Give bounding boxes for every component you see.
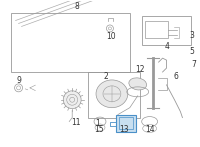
Circle shape [63, 91, 81, 109]
Text: 5: 5 [189, 47, 194, 56]
Bar [116, 115, 136, 132]
Text: 3: 3 [189, 31, 194, 40]
Ellipse shape [129, 78, 147, 90]
Text: 8: 8 [75, 2, 80, 11]
Text: 13: 13 [119, 125, 129, 134]
Ellipse shape [96, 80, 128, 108]
Text: 11: 11 [71, 118, 81, 127]
Bar [142, 16, 191, 45]
Text: 6: 6 [173, 72, 178, 81]
Text: 4: 4 [165, 42, 170, 51]
Text: 7: 7 [191, 60, 196, 69]
Bar [145, 20, 168, 38]
Text: 15: 15 [94, 125, 104, 134]
Text: 2: 2 [104, 72, 108, 81]
Text: 12: 12 [135, 65, 144, 74]
Text: 14: 14 [145, 125, 154, 134]
Text: 1: 1 [96, 119, 100, 128]
Bar [119, 117, 133, 130]
Bar [88, 72, 140, 118]
Text: 9: 9 [16, 76, 21, 85]
Text: 10: 10 [106, 32, 116, 41]
Bar [11, 13, 130, 72]
